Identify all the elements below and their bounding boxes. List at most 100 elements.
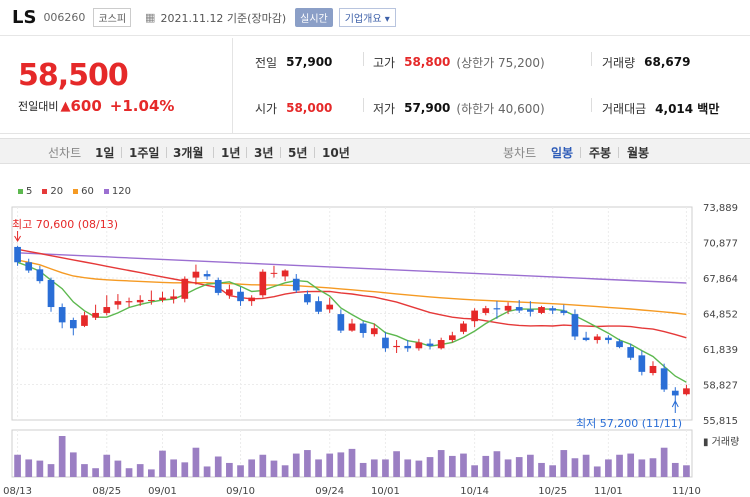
volume-bar [304,450,311,477]
stock-code: 006260 [43,11,86,24]
volume-bar [627,453,635,477]
tab-daily[interactable]: 일봉 [551,146,574,160]
candle-body [36,269,44,282]
volume-bar [281,465,289,477]
volume-bar [671,462,679,477]
volume-bar [504,459,512,477]
prev-close-label: 전일 [255,55,278,70]
up-triangle-icon: ▲ [60,98,71,114]
tab-1d[interactable]: 1일 [95,146,115,160]
candle-body [315,301,322,312]
upper-limit: (상한가 75,200) [456,55,545,70]
candle-body [437,340,445,349]
candle-body [103,307,111,313]
candle-body [527,309,534,312]
candle-body [571,314,579,337]
amount-label: 거래대금 [602,101,647,116]
change-amount: 600 [70,97,102,115]
volume-bar [270,460,278,477]
x-tick-label: 09/01 [148,486,177,497]
volume-bar [649,458,657,477]
tab-divider [314,147,315,158]
candle-body [549,308,556,311]
change-label: 전일대비 [18,100,59,113]
tab-3m[interactable]: 3개월 [173,146,204,160]
volume-bar [337,452,345,477]
candle-body [192,271,200,278]
volume-bar [348,448,356,477]
volume-bar [237,465,244,477]
volume-bar [136,464,144,477]
tab-weekly[interactable]: 주봉 [589,146,612,160]
volume-bar [114,460,122,477]
realtime-button[interactable]: 실시간 [295,8,333,27]
candle-body [114,301,122,305]
volume-bar [404,459,412,477]
candle-body [58,307,66,323]
volume-bar [638,459,646,477]
volume-bar [226,462,233,477]
volume-bar [359,462,367,477]
volume-bar [370,459,378,477]
volume-bar [382,459,389,477]
candle-body [148,299,155,301]
candle-body [125,301,133,303]
high-annotation: 최고 70,600 (08/13) [12,218,118,231]
candle-body [538,307,545,313]
candle-body [660,368,668,390]
volume-bar [683,465,690,477]
tab-divider [166,147,167,158]
candle-body [304,294,311,303]
tab-1y[interactable]: 1년 [221,146,241,160]
candle-body [136,299,144,303]
volume-bar [437,450,445,477]
change-percent: +1.04% [109,97,175,115]
candle-body [159,297,166,300]
volume-bar [448,455,456,477]
x-tick-label: 09/10 [226,486,255,497]
y-tick-label: 55,815 [703,416,738,427]
tab-divider [618,147,619,158]
candle-body [281,270,289,277]
tab-1w[interactable]: 1주일 [129,146,160,160]
high-label: 고가 [373,55,396,70]
candle-body [181,278,189,299]
volume-bar [460,453,467,477]
candle-body [683,388,690,395]
volume-value: 68,679 [644,55,691,69]
tab-monthly[interactable]: 월봉 [627,146,650,160]
line-chart-label: 선차트 [48,146,82,160]
volume-bar [170,459,177,477]
y-tick-label: 73,889 [703,203,738,214]
x-tick-label: 10/14 [460,486,489,497]
amount-value: 4,014 백만 [655,101,720,116]
tab-3y[interactable]: 3년 [254,146,274,160]
volume-bar [571,458,579,477]
volume-bar [248,459,256,477]
candle-body [471,310,478,322]
x-tick-label: 11/10 [672,486,701,497]
tab-divider [121,147,122,158]
volume-bar [527,454,534,477]
candle-chart-label: 봉차트 [503,146,537,160]
low-value: 57,900 [404,101,451,115]
candle-body [14,246,21,263]
volume-bar [159,450,166,477]
ma60-swatch [73,189,79,194]
ma60-label: 60 [81,186,94,197]
candle-body [415,342,423,349]
tab-5y[interactable]: 5년 [288,146,308,160]
volume-bar [292,453,300,477]
candle-body [560,310,568,313]
x-tick-label: 10/25 [538,486,567,497]
volume-bar [92,468,99,477]
ma20-swatch [42,189,48,194]
tab-10y[interactable]: 10년 [322,146,350,160]
volume-bar [605,459,612,477]
candle-body [214,279,222,293]
company-overview-button[interactable]: 기업개요 ▾ [338,8,396,27]
x-tick-label: 09/24 [315,486,344,497]
candle-body [92,312,99,318]
candle-body [69,320,77,329]
divider [363,98,364,112]
